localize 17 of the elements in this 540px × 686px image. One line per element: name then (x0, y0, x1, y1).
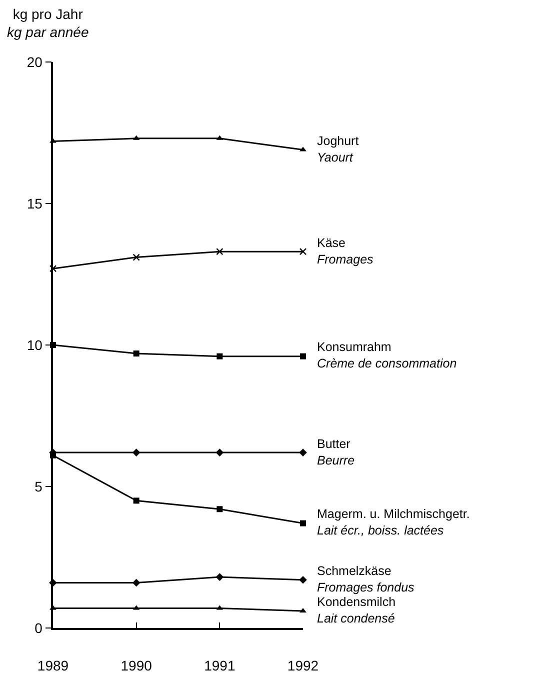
y-tick-label: 10 (26, 336, 43, 353)
y-tick-label: 20 (26, 54, 43, 70)
x-tick-label: 1989 (37, 658, 69, 674)
series-label: Käse Fromages (317, 236, 374, 266)
y-axis-title: kg pro Jahr kg par année (7, 6, 89, 40)
series-label: Joghurt Yaourt (317, 134, 360, 164)
x-tick-label: 1990 (120, 658, 152, 674)
series-label: Schmelzkäse Fromages fondus (317, 564, 414, 594)
series-label: Butter Beurre (317, 437, 355, 468)
y-tick-label: 0 (34, 620, 43, 636)
y-tick-label: 5 (34, 478, 43, 494)
series-label: Magerm. u. Milchmischgetr. Lait écr., boiss. lactées (317, 507, 470, 538)
series-label: Kondensmilch Lait condensé (317, 595, 396, 626)
x-tick-label: 1992 (287, 658, 319, 674)
series-label: Konsumrahm Crème de consommation (317, 340, 457, 370)
y-tick-label: 15 (26, 195, 43, 212)
x-tick-label: 1991 (204, 658, 236, 674)
